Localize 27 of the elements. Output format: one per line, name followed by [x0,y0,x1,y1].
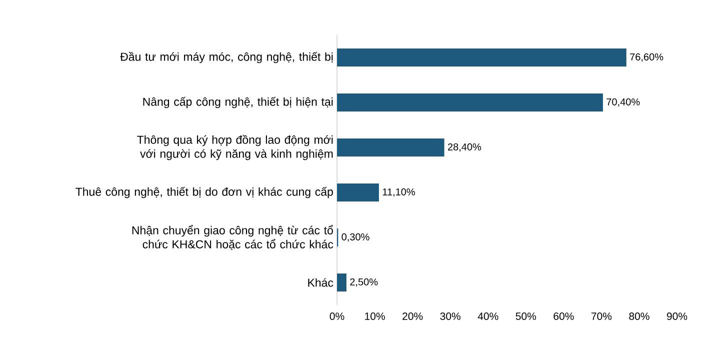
y-tick-label: Đầu tư mới máy móc, công nghệ, thiết bị [120,52,333,64]
x-tick-label: 70% [591,312,612,320]
x-tick-label: 20% [402,312,423,320]
data-label: 2,50% [350,278,378,287]
y-tick-label: Khác [308,278,334,287]
x-tick-label: 80% [629,312,650,320]
bar [337,183,379,202]
x-tick-label: 50% [516,312,536,320]
y-tick-label: Thông qua ký hợp đồng lao động mới với người có kỹ năng và kinh nghiệm [137,134,333,160]
x-tick-label: 10% [365,312,385,320]
data-label: 28,40% [448,143,482,152]
bar [337,273,346,292]
data-label: 76,60% [630,53,664,62]
x-tick-label: 90% [666,312,688,320]
data-label: 70,40% [606,98,640,107]
x-tick-label: 0% [330,312,344,320]
y-tick-label: Thuê công nghệ, thiết bị do đơn vị khác cung cấp [76,186,333,198]
x-tick-label: 60% [554,312,574,320]
data-label: 0,30% [342,233,370,242]
x-tick-label: 40% [478,312,498,320]
bar [337,48,626,66]
y-tick-label: Nhận chuyển giao công nghệ từ các tổ chức KH&CN hoặc các tổ chức khác [132,224,334,250]
x-tick-label: 30% [440,312,460,320]
bar [337,94,603,112]
data-label: 11,10% [382,188,415,197]
bar [337,138,444,156]
y-tick-label: Nâng cấp công nghệ, thiết bị hiện tại [143,96,333,108]
